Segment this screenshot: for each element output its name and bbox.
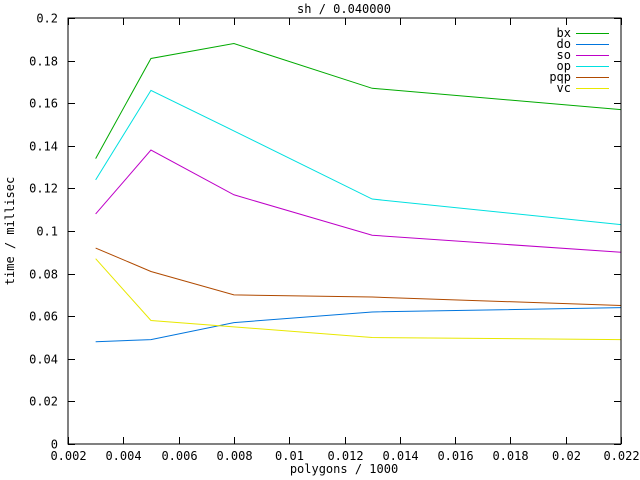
y-tick-label: 0 (51, 438, 58, 452)
y-tick-label: 0.14 (29, 140, 58, 154)
x-tick-label: 0.004 (105, 449, 141, 463)
x-tick-label: 0.014 (382, 449, 418, 463)
legend-label-op: op (557, 59, 571, 73)
x-tick-label: 0.01 (275, 449, 304, 463)
series-line-bx (95, 43, 622, 159)
y-tick-label: 0.16 (29, 97, 58, 111)
y-tick-label: 0.2 (36, 12, 58, 26)
y-tick-label: 0.08 (29, 268, 58, 282)
x-tick-label: 0.006 (161, 449, 197, 463)
x-tick-label: 0.012 (327, 449, 363, 463)
series-line-pqp (95, 247, 622, 307)
legend-label-do: do (557, 37, 571, 51)
y-tick-label: 0.18 (29, 55, 58, 69)
x-tick-label: 0.022 (603, 449, 639, 463)
legend-label-so: so (557, 48, 571, 62)
series-line-do (95, 307, 622, 343)
axis-ticks: 0.002 0.004 0.006 0.008 0.01 0.012 0.014 0.016 0… (29, 12, 639, 464)
series-line-op (95, 89, 622, 226)
y-tick-label: 0.1 (36, 225, 58, 239)
y-axis-label: time / millisec (3, 177, 17, 285)
x-tick-label: 0.016 (437, 449, 473, 463)
series-lines (95, 43, 622, 343)
x-tick-label: 0.018 (492, 449, 528, 463)
y-tick-label: 0.04 (29, 353, 58, 367)
y-tick-label: 0.12 (29, 182, 58, 196)
x-tick-label: 0.008 (216, 449, 252, 463)
series-line-so (95, 149, 622, 253)
y-tick-label: 0.02 (29, 395, 58, 409)
x-axis-label: polygons / 1000 (290, 462, 398, 476)
plot-frame (67, 17, 622, 445)
x-tick-label: 0.02 (552, 449, 581, 463)
legend-label-pqp: pqp (549, 70, 571, 84)
legend-label-vc: vc (557, 81, 571, 95)
x-tick-label: 0.002 (50, 449, 86, 463)
chart-title: sh / 0.040000 (297, 2, 391, 16)
legend-label-bx: bx (557, 26, 571, 40)
y-tick-label: 0.06 (29, 310, 58, 324)
series-line-vc (95, 258, 622, 341)
